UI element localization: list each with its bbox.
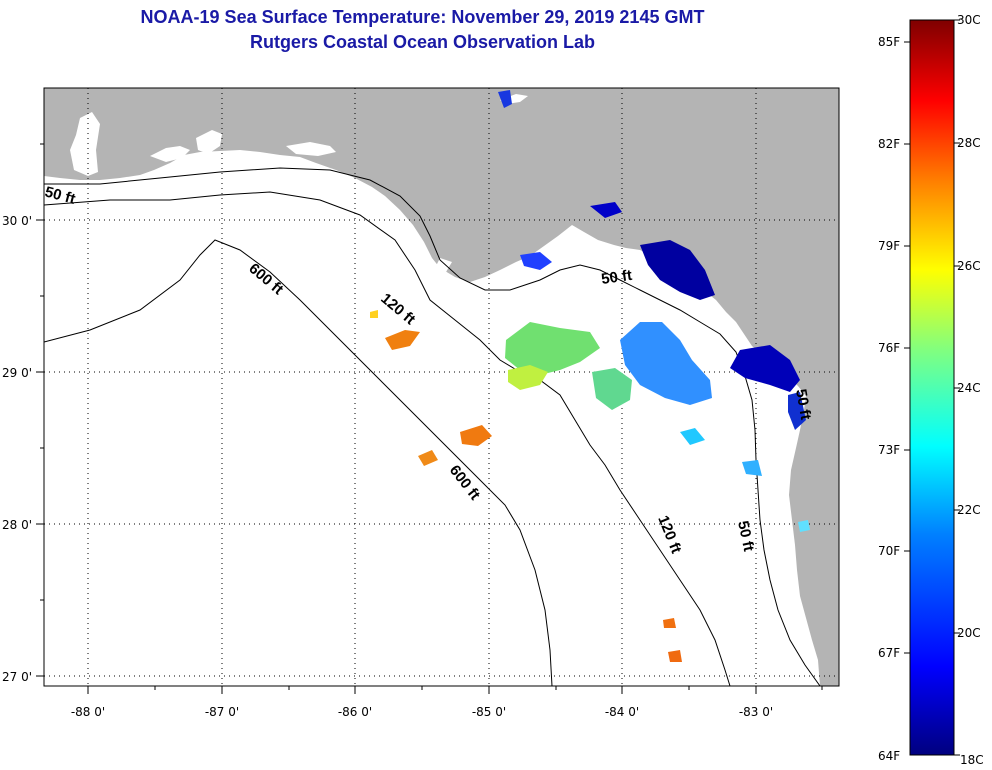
sst-patch-orange [385, 330, 420, 350]
x-tick-label: -87 0' [205, 705, 239, 719]
y-axis-labels: 30 0' 29 0' 28 0' 27 0' [2, 214, 32, 684]
sst-patch-cyan [798, 520, 810, 532]
sst-patch-cyan [742, 460, 762, 476]
title-line-2: Rutgers Coastal Ocean Observation Lab [249, 32, 596, 52]
sst-patch-navy [640, 240, 715, 300]
x-tick-label: -86 0' [338, 705, 372, 719]
title-line-1: NOAA-19 Sea Surface Temperature: Novembe… [140, 7, 705, 27]
sst-patch-orange [668, 650, 682, 662]
map-frame [43, 87, 840, 687]
contour-50ft [44, 167, 821, 686]
sst-patch-yellow [370, 310, 378, 318]
x-tick-label: -88 0' [71, 705, 105, 719]
x-tick-label: -83 0' [739, 705, 773, 719]
sst-patch-navy [730, 345, 800, 392]
contour-label: 50 ft [600, 267, 633, 288]
sst-patch-navy [590, 202, 622, 218]
sst-patch-orange [418, 450, 438, 466]
y-tick-label: 27 0' [2, 670, 32, 684]
sst-patch-orange [663, 618, 676, 628]
sst-patch-green [592, 368, 632, 410]
x-tick-label: -84 0' [605, 705, 639, 719]
contour-600ft [44, 239, 553, 686]
y-tick-label: 30 0' [2, 214, 32, 228]
bay-water [436, 258, 452, 272]
sst-patch-blue [520, 252, 552, 270]
sst-patches [370, 90, 810, 662]
sst-patch-orange [460, 425, 492, 446]
sst-patch-blue [788, 392, 806, 430]
contour-label: 50 ft [792, 388, 814, 421]
land-mass [44, 88, 839, 686]
bay-water [196, 130, 222, 154]
bay-water [286, 142, 336, 156]
sst-patch-yellow-green [508, 365, 548, 390]
x-tick-label: -85 0' [472, 705, 506, 719]
bay-water [70, 112, 100, 176]
y-tick-label: 29 0' [2, 366, 32, 380]
sst-patch-cyan-blue [620, 322, 712, 405]
sst-patch-cyan [680, 428, 705, 445]
sst-patch-blue [498, 90, 512, 108]
sst-patch-green [505, 322, 600, 375]
contour-label: 50 ft [734, 519, 757, 553]
axis-ticks [36, 143, 823, 694]
y-tick-label: 28 0' [2, 518, 32, 532]
x-axis-labels: -88 0' -87 0' -86 0' -85 0' -84 0' -83 0… [71, 705, 773, 719]
bay-water [150, 146, 190, 162]
